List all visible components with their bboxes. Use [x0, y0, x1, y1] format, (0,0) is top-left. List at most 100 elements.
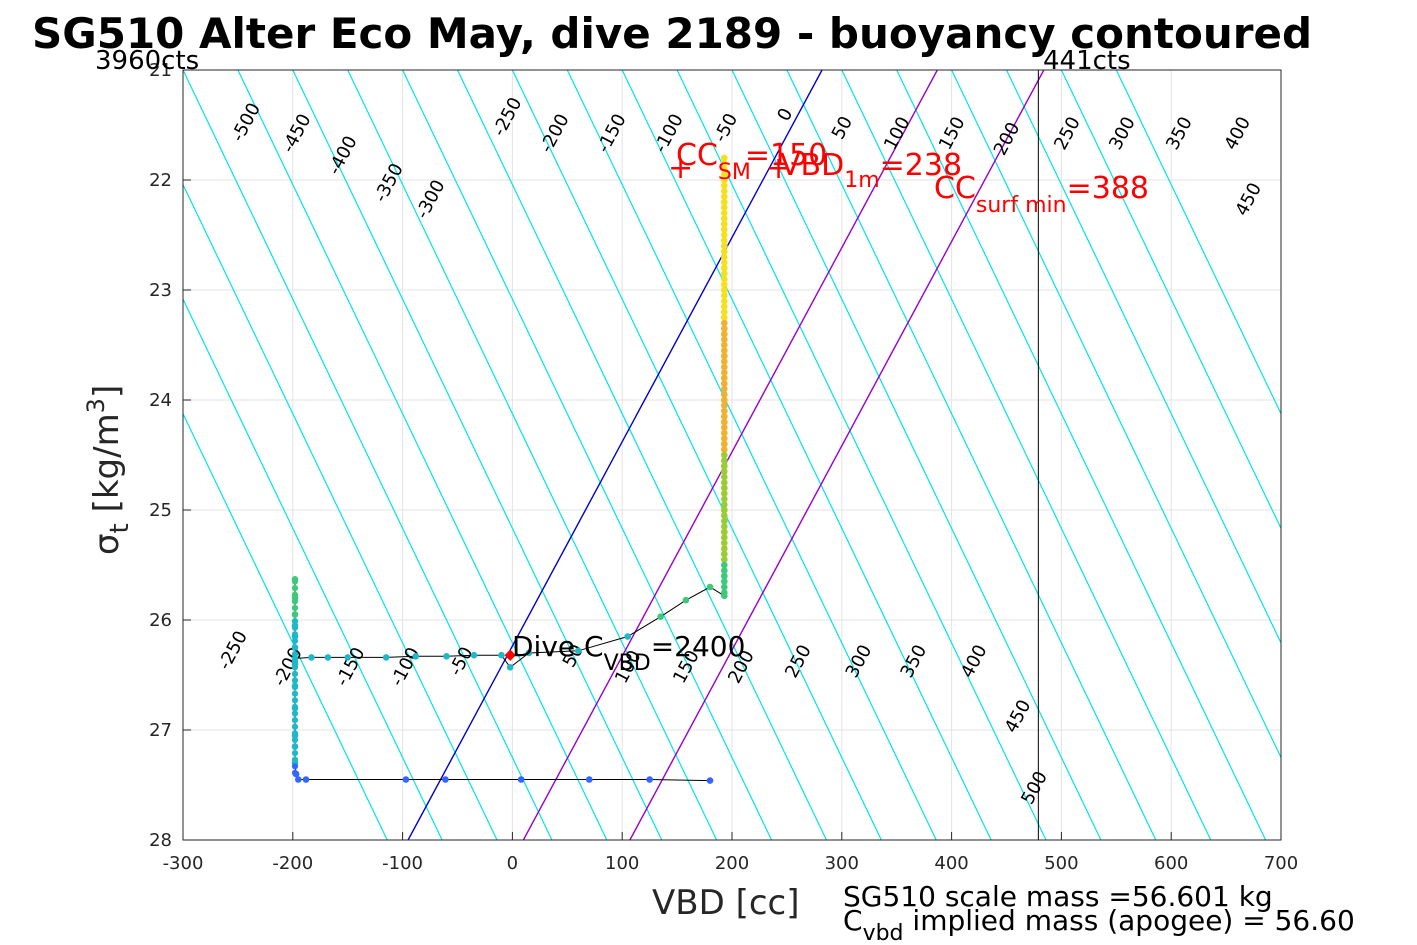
data-point [721, 237, 728, 244]
data-point [721, 226, 728, 233]
data-point [721, 363, 728, 371]
data-point [291, 690, 299, 697]
data-point [682, 596, 690, 604]
contour-line [731, 70, 1102, 840]
data-point [291, 644, 299, 651]
data-point [721, 319, 728, 327]
y-tick-label: 23 [149, 280, 172, 301]
data-point [291, 604, 299, 612]
reference-line-purple-1 [522, 70, 938, 840]
data-point [291, 624, 299, 631]
data-point [657, 613, 664, 620]
data-point [721, 407, 728, 415]
contour-line [841, 70, 1212, 840]
data-point [721, 253, 728, 261]
data-point [721, 220, 728, 228]
data-point [721, 583, 728, 591]
data-point [721, 550, 728, 558]
x-ticks: -300 -200 -100 0 100 200 300 400 500 600 700 [163, 832, 1298, 874]
contour-line [183, 183, 498, 840]
data-point [721, 264, 728, 272]
data-point [721, 429, 728, 437]
contour-line [566, 70, 937, 840]
y-axis-sup: 3 [82, 398, 110, 413]
data-point [721, 457, 728, 464]
data-point [291, 703, 299, 711]
contour-line [1060, 70, 1281, 530]
y-tick-label: 27 [149, 720, 172, 741]
data-point [721, 330, 728, 338]
data-point [402, 776, 410, 783]
data-point [721, 561, 728, 569]
data-point [721, 440, 728, 448]
data-point [291, 598, 299, 605]
y-tick-label: 24 [149, 390, 172, 411]
data-point [291, 750, 299, 757]
data-point [721, 424, 728, 431]
data-point [721, 242, 728, 250]
data-point [721, 281, 728, 288]
x-tick-label: 0 [507, 853, 518, 874]
data-point [291, 769, 299, 777]
data-point [721, 209, 728, 217]
data-point [721, 418, 728, 426]
data-point [624, 633, 631, 640]
data-point [291, 664, 299, 671]
data-point [525, 649, 533, 657]
reference-line-blue [407, 70, 823, 840]
x-tick-label: 600 [1154, 853, 1188, 874]
data-point [721, 545, 728, 552]
data-point [721, 490, 728, 497]
cts-left-label: 3960cts [95, 46, 199, 76]
data-point [721, 198, 728, 206]
svg-text:σt [kg/m3]: σt [kg/m3] [82, 385, 135, 555]
data-point [721, 336, 728, 343]
data-point [585, 776, 593, 783]
data-point [291, 670, 299, 678]
cts-right-label: 441cts [1043, 46, 1131, 76]
y-axis-label: σt [kg/m3] [82, 385, 135, 555]
data-point [721, 275, 728, 283]
data-point [291, 637, 299, 645]
reference-line-purple-2 [629, 70, 1045, 840]
x-tick-label: -100 [382, 853, 423, 874]
contour-line [621, 70, 992, 840]
data-point [721, 517, 728, 525]
data-point [721, 539, 728, 547]
data-point [706, 583, 714, 591]
x-tick-label: 300 [825, 853, 859, 874]
data-point [291, 585, 299, 592]
data-point [721, 484, 728, 492]
dive-cvbd-annotation: Dive CVBD=2400 [512, 630, 745, 676]
data-point [721, 495, 728, 503]
data-point [291, 697, 299, 704]
y-ticks: 21 22 23 24 25 26 27 28 [149, 60, 191, 851]
y-axis-units: [kg/m [87, 413, 127, 523]
data-point [291, 677, 299, 684]
contour-line [1005, 70, 1281, 645]
data-point [291, 684, 299, 691]
data-point [574, 647, 582, 655]
cvbd-implied-mass-label: Cvbd implied mass (apogee) = 56.60 [843, 904, 1355, 945]
data-point [721, 528, 728, 536]
data-point [291, 651, 299, 658]
data-point [291, 657, 299, 664]
data-point [498, 651, 505, 659]
data-point [294, 776, 302, 783]
data-point [721, 369, 728, 376]
contour-line [292, 70, 663, 840]
data-point [721, 347, 728, 354]
data-point [721, 248, 728, 255]
data-point [382, 654, 390, 661]
data-point [291, 736, 299, 744]
data-point [646, 776, 653, 783]
data-point [291, 743, 299, 750]
x-tick-label: 200 [715, 853, 749, 874]
data-point [721, 270, 728, 277]
contour-line [896, 70, 1267, 840]
data-point [721, 182, 728, 189]
reference-lines [407, 70, 1045, 840]
data-point [721, 413, 728, 420]
contour-line [676, 70, 1047, 840]
data-point [721, 297, 728, 305]
